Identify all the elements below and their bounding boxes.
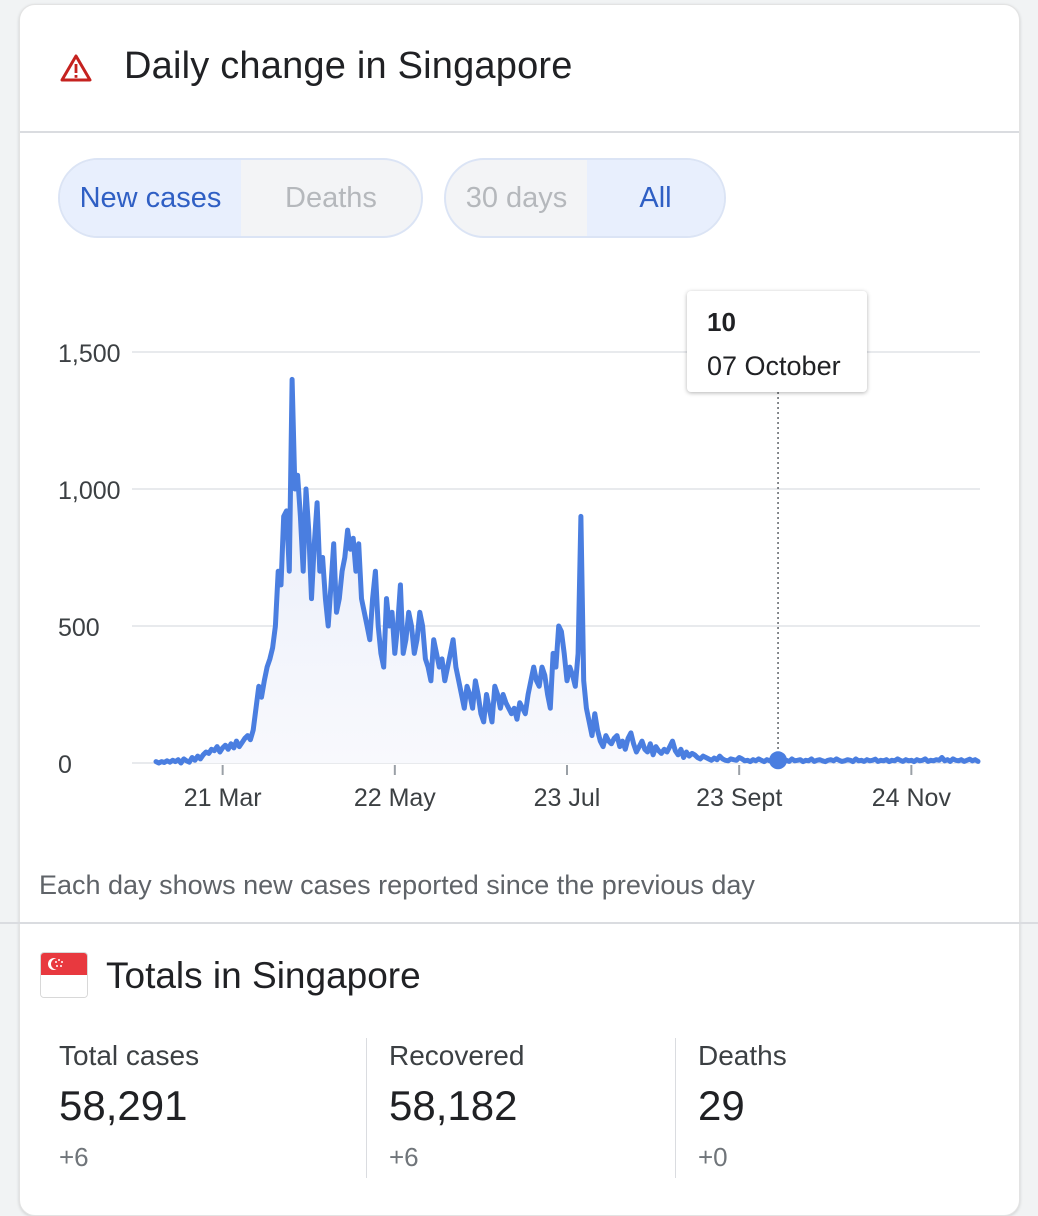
stat-change: +0 [698,1142,728,1172]
singapore-flag-icon [40,952,88,998]
y-tick-label: 1,500 [58,340,121,368]
stat-label: Deaths [698,1040,787,1071]
stat-label: Total cases [59,1040,200,1071]
stat-total-cases: Total cases 58,291 +6 [59,1040,199,1173]
x-tick-label: 24 Nov [872,784,952,812]
tooltip-date: 07 October [707,351,841,381]
stat-change: +6 [389,1142,419,1172]
x-tick-label: 23 Jul [534,784,601,812]
deaths-tab[interactable]: Deaths [285,181,377,214]
stat-separator [675,1038,676,1178]
new-cases-tab[interactable]: New cases [60,160,241,236]
chart-footnote: Each day shows new cases reported since … [39,870,755,900]
series-line [153,376,981,766]
stat-label: Recovered [389,1040,525,1071]
range-toggle: 30 days All [444,158,726,238]
stat-separator [366,1038,367,1178]
thirty-days-tab[interactable]: 30 days [465,181,568,214]
y-tick-label: 0 [58,751,72,779]
series-area [156,379,978,763]
all-tab[interactable]: All [587,160,724,236]
card-header: Daily change in Singapore [20,5,1019,133]
daily-cases-chart: 0 500 1,000 1,500 21 Mar 22 May 23 Jul 23 Sept… [58,340,981,812]
tooltip-value: 10 [707,307,736,337]
stat-deaths: Deaths 29 +0 [698,1040,787,1173]
x-tick-label: 21 Mar [184,784,262,812]
totals-title: Totals in Singapore [106,955,421,996]
x-tick-label: 22 May [354,784,436,812]
chart-tooltip: 10 07 October [687,291,867,392]
stat-value: 58,182 [389,1082,518,1129]
stat-value: 29 [698,1082,745,1129]
card-title: Daily change in Singapore [124,45,573,87]
x-tick-label: 23 Sept [696,784,782,812]
highlight-point[interactable] [769,751,788,770]
y-tick-label: 1,000 [58,477,121,505]
stat-value: 58,291 [59,1082,188,1129]
stat-change: +6 [59,1142,89,1172]
warning-icon [60,54,92,82]
metric-toggle: New cases Deaths [58,158,423,238]
y-tick-label: 500 [58,614,100,642]
stat-recovered: Recovered 58,182 +6 [389,1040,524,1173]
section-divider [0,922,1038,924]
